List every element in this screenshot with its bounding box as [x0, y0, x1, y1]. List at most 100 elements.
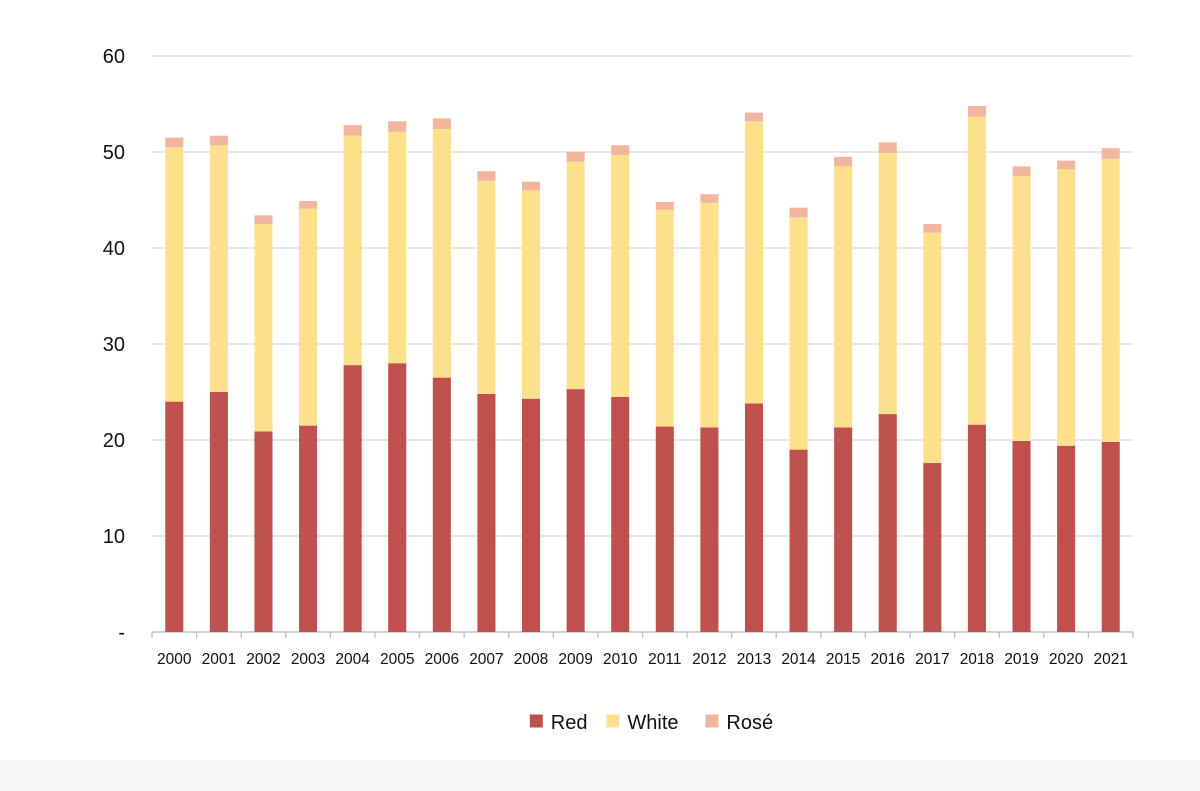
- x-tick-label-2012: 2012: [692, 651, 726, 668]
- bar-red-2000: [165, 401, 184, 632]
- bar-white-2000: [165, 147, 184, 402]
- bar-ros-2016: [878, 142, 897, 153]
- bar-white-2008: [521, 190, 541, 399]
- bar-white-2013: [744, 121, 764, 404]
- bar-white-2001: [209, 145, 228, 392]
- y-tick-label-50: 50: [103, 142, 125, 164]
- bar-ros-2006: [432, 118, 451, 129]
- bar-red-2010: [611, 396, 630, 632]
- bar-red-2021: [1101, 441, 1120, 632]
- x-tick-label-2009: 2009: [558, 651, 592, 668]
- footer-strip: [0, 760, 1200, 791]
- bar-white-2020: [1057, 169, 1076, 446]
- bar-red-2016: [878, 414, 897, 632]
- bar-ros-2008: [521, 181, 541, 191]
- legend-swatch-ros: [705, 714, 719, 728]
- y-tick-label-0: -: [118, 622, 125, 644]
- x-tick-labels: 2000 2001 2002 2003 2004 2005 2006 2007 2008 2009…: [157, 651, 1128, 668]
- bar-white-2012: [700, 202, 719, 428]
- legend-label-ros: Rosé: [726, 712, 773, 734]
- bar-ros-2015: [834, 156, 853, 167]
- bar-ros-2005: [388, 121, 407, 132]
- bar-red-2002: [254, 431, 273, 632]
- bar-red-2001: [209, 392, 228, 632]
- bars: [165, 105, 1120, 632]
- bar-ros-2007: [477, 171, 496, 181]
- bar-red-2011: [655, 426, 674, 632]
- x-tick-label-2018: 2018: [960, 651, 994, 668]
- bar-ros-2020: [1057, 160, 1076, 170]
- bar-red-2017: [923, 463, 942, 632]
- legend: Red White Rosé: [529, 712, 773, 734]
- bar-ros-2021: [1101, 148, 1120, 159]
- x-tick-label-2001: 2001: [202, 651, 236, 668]
- bar-ros-2004: [343, 125, 362, 136]
- bar-white-2016: [878, 152, 897, 415]
- bar-white-2010: [611, 154, 630, 397]
- bar-white-2017: [923, 232, 942, 464]
- bar-red-2012: [700, 427, 719, 632]
- legend-swatch-white: [606, 714, 620, 728]
- x-tick-label-2005: 2005: [380, 651, 414, 668]
- bar-ros-2003: [299, 200, 318, 209]
- bar-red-2015: [834, 427, 853, 632]
- bar-white-2007: [477, 180, 496, 394]
- bar-white-2014: [789, 217, 808, 450]
- bar-ros-2019: [1012, 166, 1031, 176]
- y-tick-label-30: 30: [103, 334, 125, 356]
- bar-white-2021: [1101, 158, 1120, 442]
- bar-ros-2018: [967, 105, 986, 117]
- bar-red-2020: [1057, 445, 1076, 632]
- x-tick-label-2020: 2020: [1049, 651, 1084, 668]
- legend-swatch-red: [529, 714, 543, 728]
- bar-ros-2002: [254, 215, 273, 224]
- y-tick-label-10: 10: [103, 526, 125, 548]
- x-tick-label-2008: 2008: [514, 651, 548, 668]
- legend-label-white: White: [627, 712, 678, 734]
- bar-white-2002: [254, 224, 273, 432]
- bar-white-2018: [967, 116, 986, 425]
- x-tick-label-2021: 2021: [1093, 651, 1127, 668]
- bar-white-2005: [388, 131, 407, 364]
- bar-white-2009: [566, 161, 585, 390]
- bar-white-2004: [343, 135, 362, 366]
- x-tick-label-2015: 2015: [826, 651, 860, 668]
- bar-ros-2011: [655, 201, 674, 210]
- x-tick-label-2000: 2000: [157, 651, 192, 668]
- y-tick-label-40: 40: [103, 238, 125, 260]
- bar-red-2018: [967, 424, 986, 632]
- axes: [151, 631, 1134, 638]
- legend-label-red: Red: [551, 712, 588, 734]
- x-tick-label-2003: 2003: [291, 651, 325, 668]
- bar-ros-2010: [611, 145, 630, 155]
- bar-ros-2014: [789, 207, 808, 218]
- bar-red-2004: [343, 365, 362, 632]
- bar-red-2014: [789, 449, 808, 632]
- bar-red-2013: [744, 403, 764, 632]
- bar-red-2003: [299, 425, 318, 632]
- bar-ros-2013: [744, 112, 764, 122]
- bar-ros-2012: [700, 194, 719, 203]
- x-tick-label-2016: 2016: [871, 651, 905, 668]
- x-tick-label-2017: 2017: [915, 651, 949, 668]
- bar-white-2019: [1012, 176, 1031, 441]
- bar-red-2008: [521, 398, 541, 632]
- bar-white-2006: [432, 128, 451, 378]
- bar-red-2009: [566, 389, 585, 632]
- x-tick-label-2006: 2006: [425, 651, 459, 668]
- x-tick-label-2002: 2002: [246, 651, 280, 668]
- bar-white-2015: [834, 166, 853, 428]
- x-tick-label-2014: 2014: [781, 651, 816, 668]
- y-tick-labels: - 10 20 30 40 50 60: [103, 46, 125, 644]
- bar-ros-2000: [165, 137, 184, 148]
- bar-ros-2009: [566, 152, 585, 162]
- bar-ros-2017: [923, 224, 942, 233]
- bar-red-2005: [388, 363, 407, 632]
- bar-ros-2001: [209, 135, 228, 146]
- bar-red-2019: [1012, 440, 1031, 632]
- x-tick-label-2007: 2007: [469, 651, 503, 668]
- x-tick-label-2013: 2013: [737, 651, 771, 668]
- x-tick-label-2010: 2010: [603, 651, 638, 668]
